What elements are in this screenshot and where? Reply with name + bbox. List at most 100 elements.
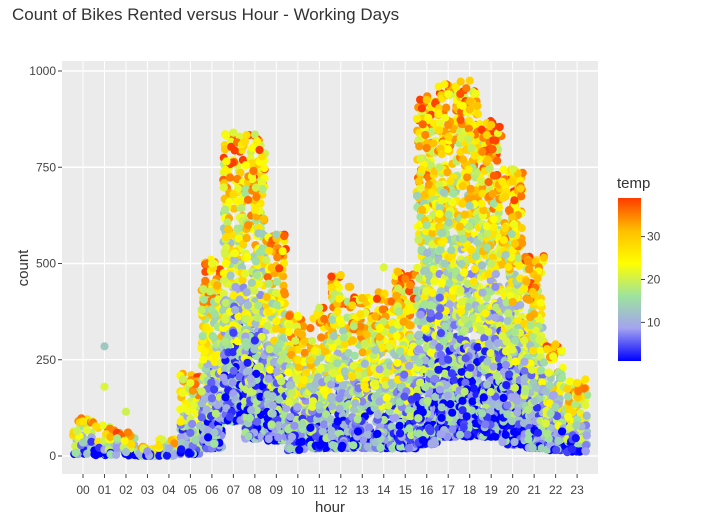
data-point <box>263 273 272 282</box>
data-point <box>277 377 286 386</box>
data-point <box>460 268 469 277</box>
data-point <box>306 324 315 333</box>
data-point <box>446 400 455 409</box>
data-point <box>158 435 167 444</box>
data-point <box>222 157 231 166</box>
data-point <box>245 413 254 423</box>
data-point <box>241 189 250 198</box>
data-point <box>448 425 457 434</box>
data-point <box>423 248 432 257</box>
data-point <box>392 332 401 341</box>
data-point <box>294 312 303 321</box>
data-point <box>244 195 253 204</box>
data-point <box>244 221 253 230</box>
data-point <box>176 417 185 426</box>
data-point <box>234 312 243 321</box>
data-point <box>400 392 409 401</box>
data-point <box>285 311 294 321</box>
data-point <box>382 393 391 402</box>
data-point <box>258 185 267 194</box>
data-point <box>191 436 200 445</box>
data-point <box>227 142 236 151</box>
data-point <box>221 298 230 307</box>
data-point <box>371 312 380 321</box>
data-point <box>169 451 179 460</box>
data-point <box>272 300 281 309</box>
data-point <box>203 426 213 435</box>
data-point <box>307 336 317 346</box>
data-point <box>258 382 267 391</box>
data-point <box>436 304 445 313</box>
data-point <box>400 370 409 379</box>
data-point <box>71 448 80 457</box>
data-point <box>300 375 309 384</box>
data-point <box>255 145 264 155</box>
data-point <box>460 210 469 219</box>
data-point <box>252 136 262 146</box>
data-point <box>438 228 447 237</box>
data-point <box>435 163 444 172</box>
data-point <box>279 281 288 290</box>
data-point <box>337 444 346 453</box>
data-point <box>278 247 287 256</box>
data-point <box>207 378 216 387</box>
data-point <box>259 214 268 223</box>
data-point <box>202 323 211 332</box>
data-point <box>348 336 357 345</box>
data-point <box>285 381 294 390</box>
data-point <box>200 395 209 404</box>
data-point <box>274 421 283 430</box>
data-point <box>267 263 276 273</box>
data-point <box>240 137 249 146</box>
data-point <box>456 430 465 439</box>
data-point <box>353 427 363 436</box>
data-point <box>264 246 273 255</box>
data-point <box>87 437 96 446</box>
data-point <box>423 396 432 406</box>
data-point <box>442 103 451 112</box>
data-point <box>371 379 380 388</box>
data-point <box>221 259 230 268</box>
data-point <box>333 307 342 316</box>
data-point <box>436 329 446 338</box>
data-point <box>457 259 466 268</box>
data-point <box>301 368 311 377</box>
data-point <box>220 276 229 285</box>
data-point <box>219 289 228 298</box>
data-point <box>373 429 382 438</box>
data-point <box>235 372 244 381</box>
data-point <box>210 309 219 319</box>
data-point <box>437 196 446 205</box>
data-point <box>228 348 238 357</box>
data-point <box>229 291 238 300</box>
data-point <box>197 413 206 422</box>
data-point <box>465 97 474 106</box>
data-point <box>199 295 208 304</box>
data-point <box>179 404 188 413</box>
data-point <box>393 267 403 276</box>
data-point <box>335 374 344 383</box>
data-point <box>456 77 465 86</box>
data-point <box>375 365 384 374</box>
data-point <box>247 278 256 287</box>
data-point <box>91 422 100 431</box>
data-point <box>415 358 424 367</box>
data-point <box>287 388 296 397</box>
data-point <box>279 272 288 281</box>
data-point <box>228 378 237 387</box>
data-point <box>467 144 476 153</box>
data-point <box>221 250 230 259</box>
data-point <box>271 288 281 297</box>
data-point <box>290 421 299 430</box>
data-point <box>416 154 425 163</box>
data-point <box>276 340 285 349</box>
data-point <box>263 321 272 330</box>
data-point <box>247 406 256 415</box>
data-point <box>395 421 404 430</box>
data-point <box>154 441 163 451</box>
data-point <box>278 325 287 334</box>
data-point <box>262 293 271 302</box>
data-point <box>237 204 246 213</box>
data-point <box>458 182 467 191</box>
data-point <box>382 368 391 378</box>
